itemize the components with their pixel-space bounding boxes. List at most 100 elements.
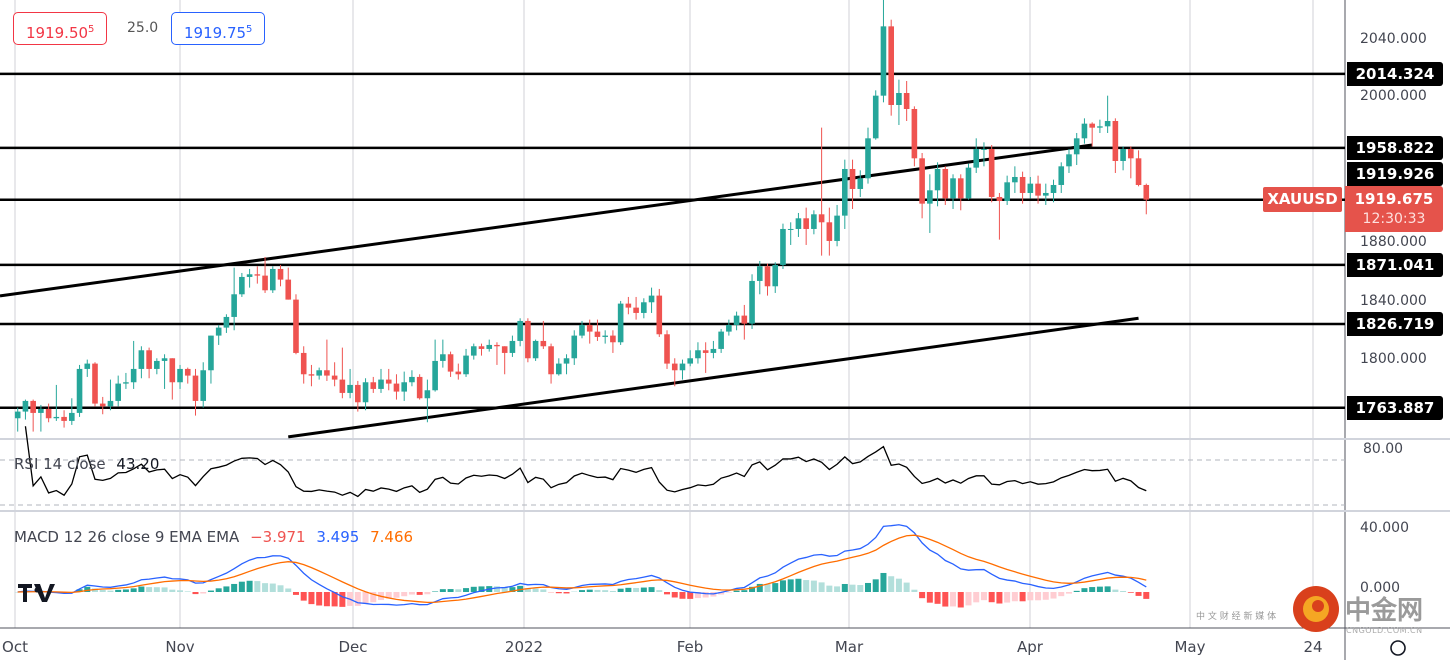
macd-histogram-bar [818,582,825,592]
current-price-label: 1919.675 12:30:33 [1345,186,1443,232]
watermark-brand: 中金网 [1345,596,1424,626]
candle-body [440,354,446,361]
candle-body [772,264,779,287]
candle-body [355,384,361,403]
bid-price[interactable]: 1919.505 [13,12,108,45]
macd-histogram-bar [501,587,508,592]
macd-histogram-bar [362,592,369,604]
rsi-line [24,426,1147,498]
macd-tick: 40.000 [1360,520,1409,536]
candle-body [69,412,75,421]
candle-body [130,368,137,383]
trendline [288,316,1139,439]
candle-body [950,178,956,199]
macd-histogram-bar [586,589,593,592]
macd-histogram-bar [509,587,516,592]
candle-body [1097,126,1103,128]
macd-histogram-bar [493,586,500,592]
macd-histogram-bar [648,587,655,592]
candle-body [586,324,593,332]
candle-body [540,340,547,347]
macd-histogram-bar [416,592,423,595]
candle-body [1012,176,1018,183]
bid-value: 1919.50 [26,24,89,42]
settings-gear-icon[interactable] [1390,640,1406,656]
cngold-logo-icon [1293,586,1339,632]
candle-body [927,190,933,204]
candle-body [532,340,539,359]
candle-body [231,294,237,317]
candle-body [501,346,508,353]
time-axis-label: 2022 [504,638,544,656]
candle-body [277,268,284,280]
candle-body [749,280,755,324]
candle-body [393,383,400,392]
candle-body [710,348,717,353]
candle-body [223,316,230,328]
rsi-legend[interactable]: RSI 14 close 43.20 [14,455,165,473]
macd-histogram-bar [200,592,207,594]
candle-body [803,218,809,229]
time-axis-label: Apr [1017,638,1043,656]
macd-histogram-bar [1104,586,1111,592]
macd-histogram-bar [1035,592,1042,601]
candle-body [664,334,670,364]
macd-histogram-bar [594,589,601,592]
candle-body [633,307,639,313]
ask-pip: 5 [246,24,253,35]
candle-body [22,400,29,412]
watermark-sub: CNGOLD.COM.CN [1346,626,1423,635]
candle-body [610,335,616,343]
candle-body [525,320,531,359]
macd-histogram-bar [756,583,763,592]
macd-histogram-bar [323,592,330,607]
macd-histogram-bar [238,581,245,592]
macd-pane [14,524,1150,608]
macd-histogram-bar [308,592,315,605]
ask-price[interactable]: 1919.755 [171,12,266,45]
macd-histogram-bar [84,586,91,592]
candle-body [115,383,121,401]
bar-countdown: 12:30:33 [1362,211,1426,227]
candle-body [988,148,995,197]
candle-body [1120,148,1126,161]
macd-histogram-bar [92,588,98,592]
macd-histogram-bar [671,592,678,598]
candle-body [842,168,848,216]
macd-histogram-bar [207,590,214,592]
candle-body [385,379,392,384]
macd-legend[interactable]: MACD 12 26 close 9 EMA EMA −3.971 3.495 … [14,528,419,546]
trendlines[interactable] [0,143,1139,439]
candle-body [1112,120,1119,161]
horizontal-levels[interactable] [0,72,1345,409]
candle-body [563,358,570,364]
candle-body [981,148,987,150]
candle-body [84,363,91,369]
time-axis-label: Dec [338,638,368,656]
macd-histogram-bar [184,591,191,592]
macd-histogram-bar [354,592,361,606]
macd-histogram-bar [138,586,145,592]
spread: 25.0 [127,20,159,36]
candle-body [262,275,268,291]
candle-body [733,315,740,325]
candle-body [161,358,168,361]
level-price-label: 1871.041 [1347,252,1443,277]
macd-histogram-bar [903,582,910,592]
macd-histogram-bar [996,592,1003,604]
price-tick: 1840.000 [1360,293,1427,309]
time-axis-label: Feb [676,638,704,656]
macd-histogram-bar [540,589,547,592]
macd-histogram-bar [578,590,585,592]
candle-body [795,218,802,229]
candle-body [331,375,338,380]
macd-histogram-bar [246,580,253,592]
macd-histogram-bar [965,592,972,606]
candle-body [246,274,253,277]
candle-body [1081,123,1088,139]
macd-histogram-bar [439,589,446,592]
candle-body [687,358,694,364]
candle-body [1027,183,1034,193]
